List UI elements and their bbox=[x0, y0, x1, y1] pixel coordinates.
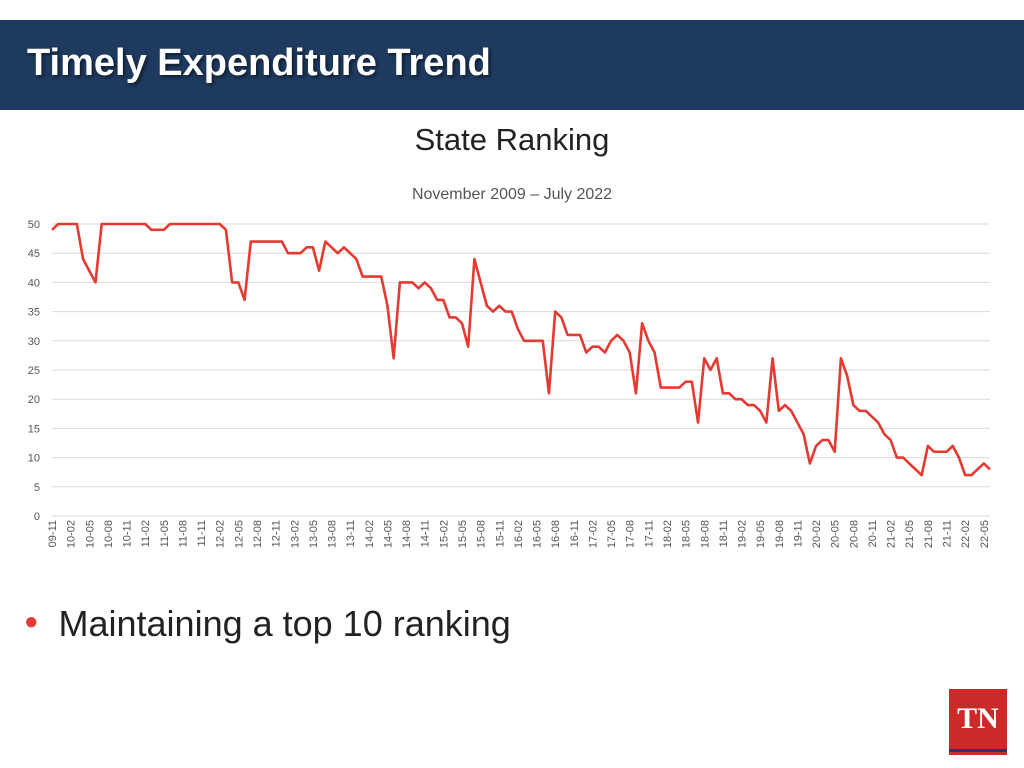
x-tick-label: 19-02 bbox=[737, 520, 749, 548]
logo-stripe bbox=[949, 749, 1007, 752]
x-tick-label: 13-11 bbox=[345, 520, 357, 547]
x-tick-label: 13-08 bbox=[327, 520, 339, 548]
y-tick-label: 20 bbox=[28, 394, 40, 406]
x-tick-label: 16-05 bbox=[532, 520, 544, 548]
y-tick-label: 45 bbox=[28, 248, 40, 260]
x-tick-label: 18-08 bbox=[699, 520, 711, 548]
y-tick-label: 35 bbox=[28, 307, 40, 319]
x-tick-label: 20-11 bbox=[867, 520, 879, 547]
x-tick-label: 15-08 bbox=[476, 520, 488, 548]
x-tick-label: 17-11 bbox=[643, 520, 655, 547]
x-tick-label: 16-02 bbox=[513, 520, 525, 548]
x-tick-label: 17-05 bbox=[606, 520, 618, 548]
bullet-text: Maintaining a top 10 ranking bbox=[58, 603, 511, 644]
x-tick-label: 17-08 bbox=[625, 520, 637, 548]
x-tick-label: 13-05 bbox=[308, 520, 320, 548]
x-tick-label: 15-05 bbox=[457, 520, 469, 548]
x-tick-label: 17-02 bbox=[587, 520, 599, 548]
x-tick-label: 11-08 bbox=[177, 520, 189, 547]
x-tick-label: 19-08 bbox=[774, 520, 786, 548]
title-banner: Timely Expenditure Trend bbox=[0, 20, 1024, 110]
x-tick-label: 09-11 bbox=[47, 520, 59, 547]
x-tick-label: 12-02 bbox=[215, 520, 227, 548]
x-tick-label: 21-02 bbox=[886, 520, 898, 548]
x-tick-label: 20-05 bbox=[830, 520, 842, 548]
bullet-point: ● Maintaining a top 10 ranking bbox=[24, 603, 511, 645]
y-tick-label: 0 bbox=[34, 511, 40, 523]
x-tick-label: 16-11 bbox=[569, 520, 581, 547]
chart-title: State Ranking bbox=[414, 122, 610, 157]
tn-logo: TN bbox=[949, 689, 1007, 755]
x-tick-label: 10-08 bbox=[103, 520, 115, 548]
x-tick-label: 12-05 bbox=[233, 520, 245, 548]
x-tick-label: 20-02 bbox=[811, 520, 823, 548]
x-tick-label: 11-02 bbox=[140, 520, 152, 547]
x-tick-label: 18-02 bbox=[662, 520, 674, 548]
x-tick-label: 22-02 bbox=[960, 520, 972, 548]
y-tick-label: 50 bbox=[28, 219, 40, 231]
x-tick-label: 22-05 bbox=[979, 520, 991, 548]
x-tick-label: 14-02 bbox=[364, 520, 376, 548]
x-tick-label: 14-11 bbox=[420, 520, 432, 547]
x-tick-label: 10-11 bbox=[122, 520, 134, 547]
x-tick-label: 19-11 bbox=[792, 520, 804, 547]
ranking-series-line bbox=[51, 222, 991, 477]
chart-subtitle: November 2009 – July 2022 bbox=[411, 186, 613, 203]
x-tick-label: 20-08 bbox=[848, 520, 860, 548]
tn-logo-text: TN bbox=[957, 702, 999, 735]
x-tick-label: 21-05 bbox=[904, 520, 916, 548]
y-tick-label: 15 bbox=[28, 423, 40, 435]
y-tick-label: 10 bbox=[28, 453, 40, 465]
x-tick-label: 12-11 bbox=[271, 520, 283, 547]
y-tick-label: 40 bbox=[28, 277, 40, 289]
ranking-line-chart: 0 5 10 15 20 25 30 35 40 45 50 09-11 10-02 10-05 10-08… bbox=[28, 219, 991, 548]
x-tick-label: 18-11 bbox=[718, 520, 730, 547]
page-title: Timely Expenditure Trend bbox=[27, 42, 491, 84]
x-tick-label: 15-11 bbox=[494, 520, 506, 547]
x-tick-label: 11-05 bbox=[159, 520, 171, 547]
x-tick-label: 18-05 bbox=[681, 520, 693, 548]
x-tick-label: 16-08 bbox=[550, 520, 562, 548]
x-tick-label: 14-05 bbox=[382, 520, 394, 548]
x-tick-label: 14-08 bbox=[401, 520, 413, 548]
y-tick-label: 5 bbox=[34, 482, 40, 494]
x-tick-label: 21-11 bbox=[942, 520, 954, 547]
bullet-dot-icon: ● bbox=[24, 608, 39, 636]
x-tick-label: 21-08 bbox=[923, 520, 935, 548]
x-tick-label: 15-02 bbox=[438, 520, 450, 548]
y-tick-label: 25 bbox=[28, 365, 40, 377]
y-tick-label: 30 bbox=[28, 336, 40, 348]
x-tick-label: 19-05 bbox=[755, 520, 767, 548]
x-tick-label: 10-02 bbox=[66, 520, 78, 548]
x-tick-label: 13-02 bbox=[289, 520, 301, 548]
x-tick-label: 11-11 bbox=[196, 520, 208, 547]
x-tick-label: 10-05 bbox=[84, 520, 96, 548]
x-tick-label: 12-08 bbox=[252, 520, 264, 548]
